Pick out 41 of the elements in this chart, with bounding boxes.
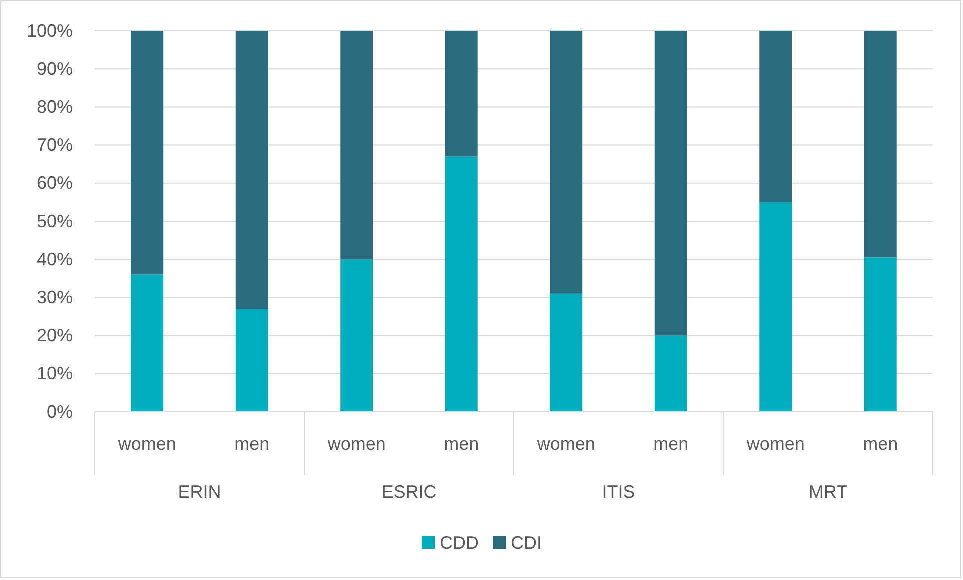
y-tick-label: 100%: [26, 20, 73, 41]
x-tick-label: men: [863, 434, 898, 454]
y-tick-label: 0%: [46, 402, 73, 422]
y-tick-label: 70%: [36, 135, 73, 156]
bar: [760, 31, 792, 202]
y-tick-label: 10%: [36, 364, 73, 384]
text: MRT: [808, 482, 848, 502]
x-tick-label: men: [234, 434, 270, 454]
x-tick-label: women: [117, 434, 176, 454]
bar: [760, 202, 792, 412]
bar: [236, 31, 268, 310]
x-tick-label: women: [536, 434, 596, 454]
bar: [131, 31, 164, 275]
x-tick-label: women: [746, 434, 805, 454]
y-tick-label: 50%: [36, 211, 73, 232]
legend-label: CDD: [440, 533, 479, 553]
text: ITIS: [602, 482, 636, 502]
bar: [864, 31, 897, 258]
y-tick-label: 80%: [36, 96, 73, 117]
bar: [131, 274, 164, 412]
bar: [236, 309, 268, 412]
x-tick-label: women: [326, 434, 386, 454]
y-tick-label: 20%: [36, 326, 73, 346]
bar: [654, 336, 688, 412]
x-tick-label: men: [444, 434, 480, 454]
bar: [550, 294, 583, 412]
x-tick-label: men: [654, 434, 689, 454]
bar: [445, 156, 478, 412]
bar: [864, 258, 897, 412]
y-tick-label: 90%: [36, 58, 73, 79]
y-tick-label: 40%: [36, 249, 73, 270]
bar: [654, 31, 688, 336]
bar: [445, 31, 478, 157]
y-tick-label: 60%: [36, 173, 73, 194]
bar: [550, 31, 583, 294]
legend-label: CDI: [511, 533, 542, 553]
text: ESRIC: [382, 482, 437, 502]
bar: [340, 31, 374, 260]
y-tick-label: 30%: [36, 287, 73, 308]
bar: [340, 260, 374, 412]
text: ERIN: [178, 482, 222, 502]
